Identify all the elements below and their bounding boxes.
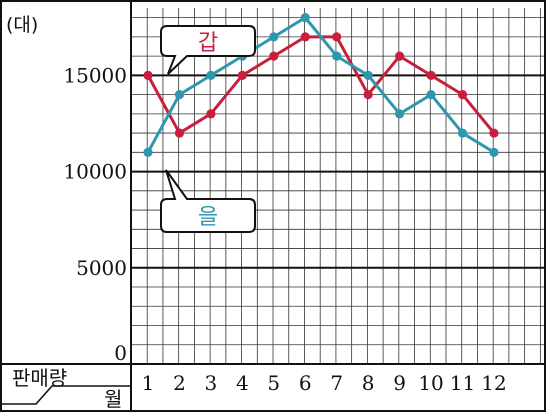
legend-label-eul: 을 bbox=[198, 205, 218, 230]
x-tick-label: 8 bbox=[362, 371, 375, 395]
data-point bbox=[206, 109, 216, 119]
series-eul bbox=[143, 13, 499, 157]
y-unit-label: (대) bbox=[6, 14, 38, 36]
x-tick-label: 4 bbox=[236, 371, 249, 395]
legend-callout-gap: 갑 bbox=[160, 25, 256, 75]
major-grid bbox=[131, 74, 546, 269]
data-point bbox=[332, 51, 342, 61]
axis-corner-label: 판매량 월 bbox=[12, 366, 122, 411]
data-point bbox=[143, 70, 153, 80]
minor-grid bbox=[131, 8, 546, 364]
callout-bubble-eul bbox=[160, 169, 256, 233]
data-point bbox=[300, 13, 310, 23]
y-tick-label: 5000 bbox=[76, 256, 127, 280]
data-point bbox=[363, 89, 373, 100]
x-tick-label: 1 bbox=[142, 371, 155, 395]
x-tick-label: 6 bbox=[299, 371, 312, 395]
legend-callout-eul: 을 bbox=[160, 169, 256, 233]
x-tick-label: 3 bbox=[205, 371, 218, 395]
x-tick-label: 12 bbox=[481, 371, 506, 395]
x-tick-labels: 1 2 3 4 5 6 7 8 9 10 11 12 bbox=[142, 371, 507, 395]
y-tick-label: 10000 bbox=[63, 160, 127, 184]
x-tick-label: 7 bbox=[330, 371, 343, 395]
data-point bbox=[395, 109, 405, 119]
series-layer bbox=[143, 13, 499, 157]
data-point bbox=[174, 128, 185, 138]
data-point bbox=[206, 70, 216, 80]
data-point bbox=[143, 147, 153, 157]
data-point bbox=[363, 70, 373, 80]
data-point bbox=[426, 70, 436, 80]
corner-divider bbox=[0, 385, 131, 405]
data-point bbox=[457, 128, 468, 138]
data-point bbox=[174, 89, 185, 100]
callout-bubble-gap bbox=[160, 25, 256, 75]
x-tick-label: 2 bbox=[173, 371, 186, 395]
corner-bottom-label: 월 bbox=[104, 387, 122, 411]
x-tick-label: 11 bbox=[450, 371, 475, 395]
corner-top-label: 판매량 bbox=[12, 366, 67, 390]
data-point bbox=[269, 51, 279, 61]
x-tick-label: 9 bbox=[393, 371, 406, 395]
y-tick-label: 15000 bbox=[63, 63, 127, 87]
y-tick-labels: 0 5000 10000 15000 bbox=[63, 63, 127, 365]
data-point bbox=[332, 32, 342, 42]
x-tick-label: 5 bbox=[267, 371, 280, 395]
data-point bbox=[489, 147, 499, 157]
data-point bbox=[457, 89, 468, 100]
series-line bbox=[146, 16, 495, 154]
y-tick-label: 0 bbox=[114, 341, 127, 365]
data-point bbox=[269, 32, 279, 42]
data-point bbox=[489, 128, 499, 138]
data-point bbox=[237, 70, 247, 80]
x-tick-label: 10 bbox=[418, 371, 443, 395]
legend-label-gap: 갑 bbox=[198, 31, 218, 56]
data-point bbox=[395, 51, 405, 61]
data-point bbox=[426, 89, 436, 100]
data-point bbox=[300, 32, 310, 42]
